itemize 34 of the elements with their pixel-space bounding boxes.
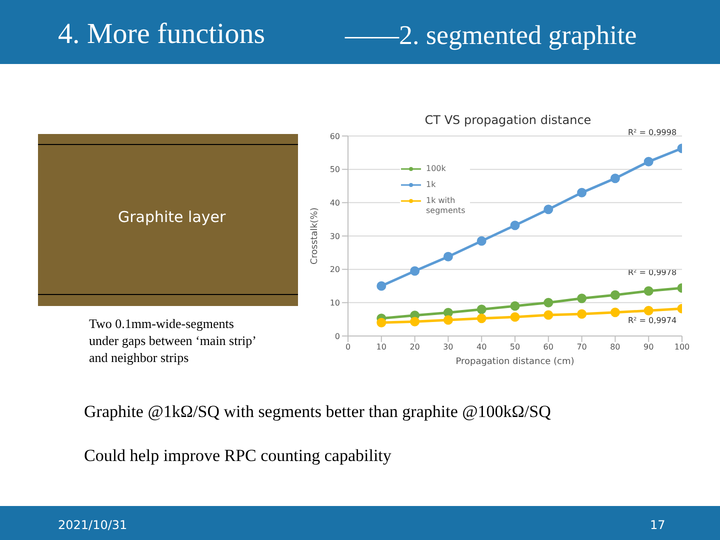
x-tick-label: 10: [376, 342, 386, 352]
x-tick-label: 100: [674, 342, 690, 352]
y-tick-label: 50: [330, 165, 340, 174]
y-tick-label: 0: [334, 332, 340, 341]
y-tick-label: 60: [330, 132, 340, 141]
text: Two 0.1mm-wide-segments under gaps between ‘main strip’ and neighbor strips: [89, 315, 257, 366]
annotation: R² = 0,9998: [628, 128, 677, 137]
text: ——2. segmented graphite: [345, 20, 637, 51]
y-tick-label: 40: [330, 198, 340, 208]
legend-label: 1k: [426, 180, 436, 190]
x-tick-label: 50: [510, 342, 520, 352]
legend-label: 1k with segments: [426, 196, 466, 216]
x-tick-label: 0: [345, 342, 351, 352]
y-tick-label: 30: [330, 232, 340, 241]
x-tick-label: 60: [543, 342, 554, 352]
text: Could help improve RPC counting capability: [84, 446, 392, 466]
x-tick-label: 70: [576, 342, 587, 352]
x-axis-title: Propagation distance (cm): [456, 357, 574, 367]
text: Graphite layer: [118, 208, 226, 226]
annotation: R² = 0,9974: [628, 316, 677, 325]
x-tick-label: 40: [476, 342, 487, 352]
x-tick-label: 30: [443, 342, 454, 352]
text: 17: [650, 518, 666, 532]
text: 4. More functions: [58, 18, 265, 51]
y-tick-label: 10: [330, 298, 340, 308]
chart-title: CT VS propagation distance: [424, 113, 592, 127]
x-tick-label: 80: [610, 342, 620, 352]
x-tick-label: 90: [644, 342, 654, 352]
legend-label: 100k: [426, 164, 446, 174]
y-tick-label: 20: [330, 265, 340, 274]
x-tick-label: 20: [410, 342, 420, 352]
text: 2021/10/31: [58, 518, 128, 532]
y-axis-title: Crosstalk(%): [310, 207, 320, 265]
text: Graphite @1kΩ/SQ with segments better than graphite @100kΩ/SQ: [84, 402, 551, 422]
